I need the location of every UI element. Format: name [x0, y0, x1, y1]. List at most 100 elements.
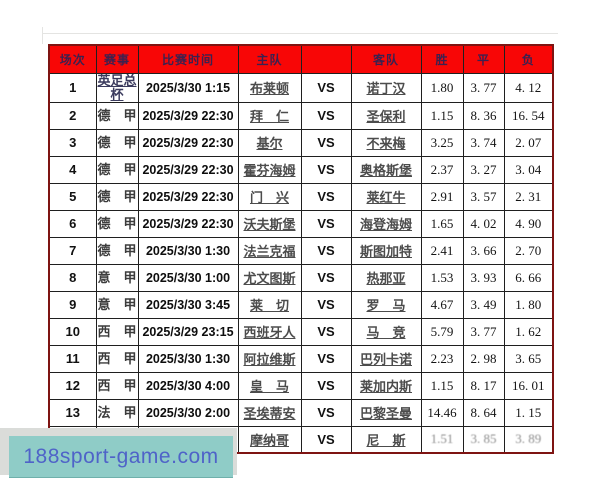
home-team: 门 兴 [237, 182, 302, 211]
lose-odds: 2. 31 [503, 182, 554, 211]
table-body: 1 英足总杯 2025/3/30 1:15 布莱顿 VS 诺丁汉 1.80 3. 77 4. 1… [48, 72, 554, 454]
away-team: 马 竞 [350, 317, 422, 346]
col-header-vs [300, 44, 352, 74]
win-odds: 1.15 [420, 101, 464, 130]
home-team: 法兰克福 [237, 236, 302, 265]
win-odds: 1.65 [420, 209, 464, 238]
lose-odds: 4. 90 [503, 209, 554, 238]
win-odds: 1.15 [420, 371, 464, 400]
spreadsheet-gridline-horizontal [42, 33, 558, 34]
match-number: 9 [48, 290, 97, 319]
draw-odds: 3. 74 [462, 128, 505, 157]
home-team: 拜 仁 [237, 101, 302, 130]
match-number: 12 [48, 371, 97, 400]
home-team: 基尔 [237, 128, 302, 157]
match-number: 3 [48, 128, 97, 157]
match-number: 11 [48, 344, 97, 373]
away-team: 奥格斯堡 [350, 155, 422, 184]
league-name: 法 甲 [95, 398, 139, 427]
lose-odds: 3. 89 [503, 425, 554, 454]
away-team: 巴黎圣曼 [350, 398, 422, 427]
match-number: 8 [48, 263, 97, 292]
lose-odds: 6. 66 [503, 263, 554, 292]
away-team: 不来梅 [350, 128, 422, 157]
home-team: 皇 马 [237, 371, 302, 400]
col-header-match-time: 比赛时间 [137, 44, 239, 74]
league-name: 西 甲 [95, 344, 139, 373]
col-header-match-number: 场次 [48, 44, 97, 74]
vs-label: VS [300, 155, 352, 184]
col-header-draw-odds: 平 [462, 44, 505, 74]
vs-label: VS [300, 398, 352, 427]
win-odds: 3.25 [420, 128, 464, 157]
league-name: 意 甲 [95, 263, 139, 292]
home-team: 沃夫斯堡 [237, 209, 302, 238]
watermark-badge: 188sport-game.com [9, 436, 233, 478]
match-time: 2025/3/29 22:30 [137, 101, 239, 130]
col-header-league: 赛事 [95, 44, 139, 74]
col-header-win-odds: 胜 [420, 44, 464, 74]
draw-odds: 3. 93 [462, 263, 505, 292]
draw-odds: 3. 27 [462, 155, 505, 184]
lose-odds: 3. 04 [503, 155, 554, 184]
win-odds: 2.23 [420, 344, 464, 373]
win-odds: 2.91 [420, 182, 464, 211]
draw-odds: 3. 57 [462, 182, 505, 211]
league-name: 德 甲 [95, 182, 139, 211]
lose-odds: 3. 65 [503, 344, 554, 373]
match-number: 2 [48, 101, 97, 130]
vs-label: VS [300, 290, 352, 319]
home-team: 霍芬海姆 [237, 155, 302, 184]
vs-label: VS [300, 371, 352, 400]
match-time: 2025/3/30 1:30 [137, 344, 239, 373]
away-team: 诺丁汉 [350, 72, 422, 103]
league-name: 西 甲 [95, 317, 139, 346]
home-team: 摩纳哥 [237, 425, 302, 454]
league-name: 德 甲 [95, 155, 139, 184]
lose-odds: 2. 07 [503, 128, 554, 157]
match-row: 10 西 甲 2025/3/29 23:15 西班牙人 VS 马 竞 5.79 3. 77 1.… [48, 317, 554, 346]
lose-odds: 1. 15 [503, 398, 554, 427]
draw-odds: 2. 98 [462, 344, 505, 373]
vs-label: VS [300, 182, 352, 211]
win-odds: 2.37 [420, 155, 464, 184]
match-row: 13 法 甲 2025/3/30 2:00 圣埃蒂安 VS 巴黎圣曼 14.46 8. 64 1… [48, 398, 554, 427]
match-number: 4 [48, 155, 97, 184]
lose-odds: 16. 54 [503, 101, 554, 130]
match-row: 1 英足总杯 2025/3/30 1:15 布莱顿 VS 诺丁汉 1.80 3. 77 4. 1… [48, 72, 554, 103]
away-team: 斯图加特 [350, 236, 422, 265]
draw-odds: 3. 77 [462, 72, 505, 103]
match-number: 7 [48, 236, 97, 265]
watermark-site-url: 188sport-game.com [23, 445, 219, 468]
match-time: 2025/3/29 22:30 [137, 209, 239, 238]
win-odds: 2.41 [420, 236, 464, 265]
lose-odds: 1. 80 [503, 290, 554, 319]
vs-label: VS [300, 72, 352, 103]
match-time: 2025/3/30 2:00 [137, 398, 239, 427]
win-odds: 5.79 [420, 317, 464, 346]
league-name: 德 甲 [95, 101, 139, 130]
lose-odds: 16. 01 [503, 371, 554, 400]
lose-odds: 1. 62 [503, 317, 554, 346]
home-team: 尤文图斯 [237, 263, 302, 292]
lose-odds: 2. 70 [503, 236, 554, 265]
vs-label: VS [300, 101, 352, 130]
match-time: 2025/3/30 4:00 [137, 371, 239, 400]
win-odds: 1.53 [420, 263, 464, 292]
away-team: 热那亚 [350, 263, 422, 292]
draw-odds: 3. 85 [462, 425, 505, 454]
match-time: 2025/3/29 22:30 [137, 155, 239, 184]
match-number: 13 [48, 398, 97, 427]
away-team: 尼 斯 [350, 425, 422, 454]
away-team: 圣保利 [350, 101, 422, 130]
match-row: 11 西 甲 2025/3/30 1:30 阿拉维斯 VS 巴列卡诺 2.23 2. 98 3.… [48, 344, 554, 373]
away-team: 海登海姆 [350, 209, 422, 238]
draw-odds: 8. 17 [462, 371, 505, 400]
vs-label: VS [300, 425, 352, 454]
